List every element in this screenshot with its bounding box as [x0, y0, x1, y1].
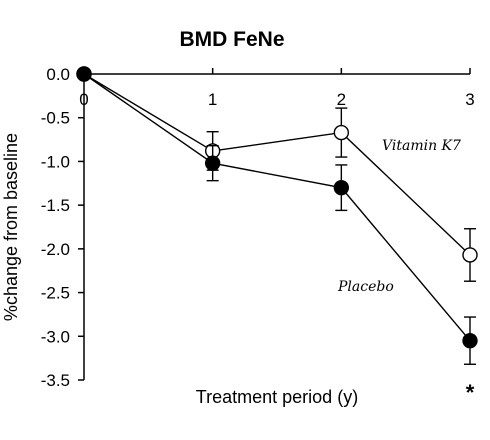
x-tick-label: 1 [208, 90, 217, 109]
x-tick-label: 3 [465, 90, 474, 109]
x-tick-label: 2 [337, 90, 346, 109]
data-point-placebo [204, 155, 221, 171]
y-tick-label: 0.0 [46, 65, 70, 84]
data-point-placebo [76, 66, 92, 82]
series-layer [76, 66, 478, 365]
significance-annotation: * [466, 380, 475, 405]
y-tick-label: -3.5 [41, 371, 70, 390]
data-point-vitamin-k7 [333, 124, 350, 141]
series-label-placebo: Placebo [337, 279, 394, 295]
data-point-vitamin-k7 [462, 247, 478, 263]
x-tick-label: 0 [79, 90, 88, 109]
y-tick-label: -0.5 [41, 109, 70, 128]
series-line-placebo [83, 73, 471, 342]
chart-title: BMD FeNe [179, 28, 284, 51]
series-line-vitamin-k7 [83, 73, 471, 256]
y-axis-label: %change from baseline [1, 133, 21, 321]
y-tick-label: -2.0 [41, 240, 70, 259]
x-axis-label: Treatment period (y) [196, 387, 358, 407]
y-tick-label: -1.0 [41, 152, 70, 171]
y-tick-label: -2.5 [41, 284, 70, 303]
data-point-placebo [333, 179, 350, 196]
series-label-vitamin-k7: Vitamin K7 [382, 138, 461, 154]
data-point-placebo [462, 332, 478, 349]
y-tick-label: -3.0 [41, 327, 70, 346]
y-tick-label: -1.5 [41, 196, 70, 215]
axes: 0.0 -0.5 -1.0 -1.5 -2.0 -2.5 -3.0 -3.5 0 1 2 3 [41, 65, 475, 390]
